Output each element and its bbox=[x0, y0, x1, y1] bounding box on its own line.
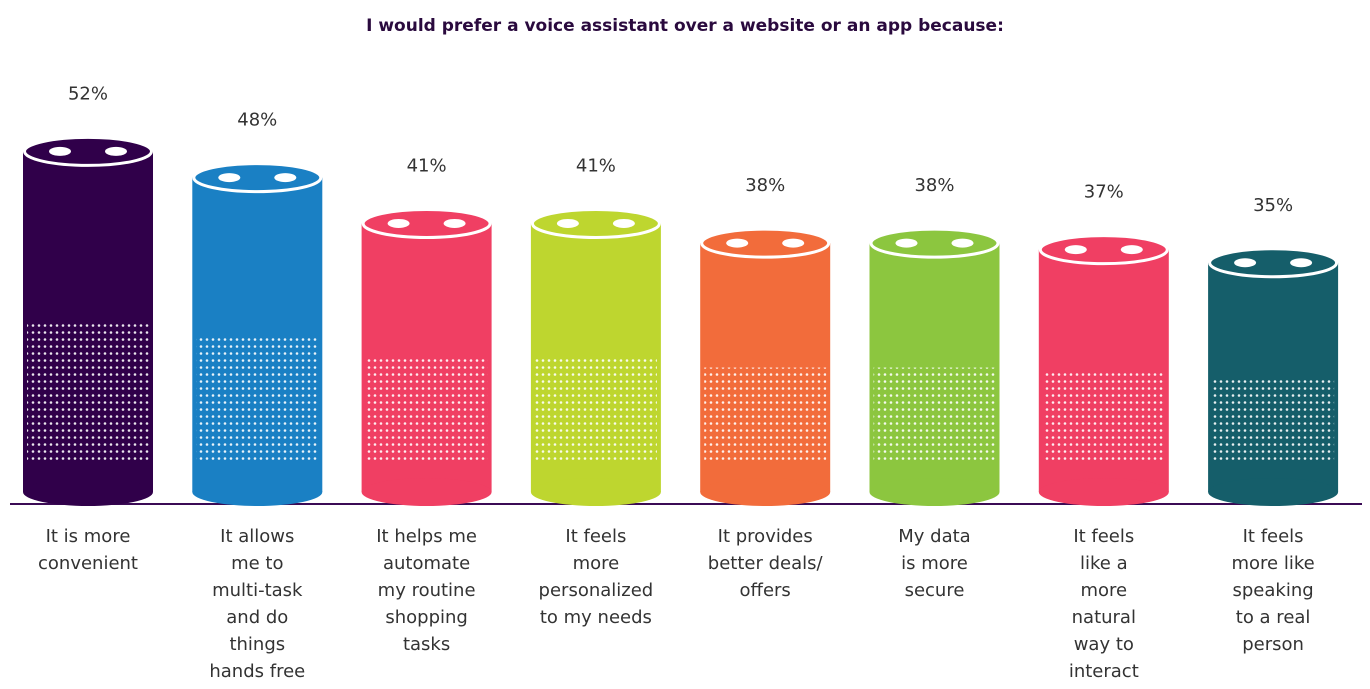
speaker-bar bbox=[23, 135, 153, 506]
bar-eye bbox=[443, 218, 466, 228]
bar-dots bbox=[365, 357, 488, 462]
bar-top bbox=[1038, 234, 1169, 266]
bar-top bbox=[361, 207, 492, 239]
bar-top bbox=[192, 162, 323, 194]
chart-title: I would prefer a voice assistant over a … bbox=[366, 16, 1004, 36]
category-label: It feels more like speaking to a real pe… bbox=[1231, 526, 1315, 655]
bar-bottom bbox=[700, 478, 831, 506]
bar-dots bbox=[704, 367, 827, 462]
bar-top bbox=[700, 227, 831, 259]
bar-eye bbox=[218, 173, 241, 183]
category-label: It is more convenient bbox=[38, 526, 138, 574]
category-label: It allows me to multi-task and do things… bbox=[209, 526, 306, 682]
bar-dots bbox=[1212, 377, 1335, 462]
category-label: It helps me automate my routine shopping… bbox=[376, 526, 477, 655]
bar-bottom bbox=[530, 478, 661, 506]
value-label: 37% bbox=[1084, 182, 1124, 203]
bar-top bbox=[869, 227, 1000, 259]
bar-eye bbox=[782, 238, 805, 248]
bar-eye bbox=[726, 238, 749, 248]
value-label: 41% bbox=[576, 155, 616, 176]
value-label: 38% bbox=[745, 175, 785, 196]
bar-dots bbox=[873, 367, 996, 462]
bar-eye bbox=[951, 238, 974, 248]
bar-dots bbox=[534, 357, 657, 462]
bar-eye bbox=[1290, 258, 1313, 268]
bar-eye bbox=[1064, 245, 1087, 255]
bar-eye bbox=[556, 218, 579, 228]
bar-bottom bbox=[192, 478, 323, 506]
bar-eye bbox=[274, 173, 297, 183]
bar-top bbox=[1208, 247, 1339, 279]
bar-bottom bbox=[361, 478, 492, 506]
bar-eye bbox=[105, 146, 127, 156]
bar-top bbox=[530, 207, 661, 239]
value-label: 35% bbox=[1253, 195, 1293, 216]
bar-eye bbox=[612, 218, 635, 228]
speaker-bar bbox=[1208, 247, 1339, 506]
bar-dots bbox=[196, 334, 319, 462]
bar-bottom bbox=[869, 478, 1000, 506]
bar-dots bbox=[27, 321, 149, 462]
bar-dots bbox=[1042, 370, 1165, 462]
speaker-bar bbox=[869, 227, 1000, 506]
category-label: It feels like a more natural way to inte… bbox=[1068, 526, 1139, 682]
bar-bottom bbox=[23, 478, 153, 506]
speaker-bar bbox=[700, 227, 831, 506]
value-label: 52% bbox=[68, 83, 108, 104]
speaker-bar bbox=[361, 207, 492, 506]
bar-top bbox=[23, 135, 153, 167]
value-label: 38% bbox=[914, 175, 954, 196]
category-label: It provides better deals/ offers bbox=[707, 526, 823, 601]
bar-bottom bbox=[1038, 478, 1169, 506]
speaker-bar bbox=[192, 162, 323, 506]
bar-eye bbox=[49, 146, 71, 156]
bar-eye bbox=[1234, 258, 1257, 268]
speaker-bar bbox=[530, 207, 661, 506]
bar-eye bbox=[1120, 245, 1143, 255]
speaker-bar bbox=[1038, 234, 1169, 506]
category-label: It feels more personalized to my needs bbox=[538, 526, 654, 628]
value-label: 41% bbox=[407, 155, 447, 176]
bar-bottom bbox=[1208, 478, 1339, 506]
bar-eye bbox=[387, 218, 410, 228]
category-label: My data is more secure bbox=[898, 526, 971, 601]
value-label: 48% bbox=[237, 110, 277, 131]
bar-eye bbox=[895, 238, 918, 248]
